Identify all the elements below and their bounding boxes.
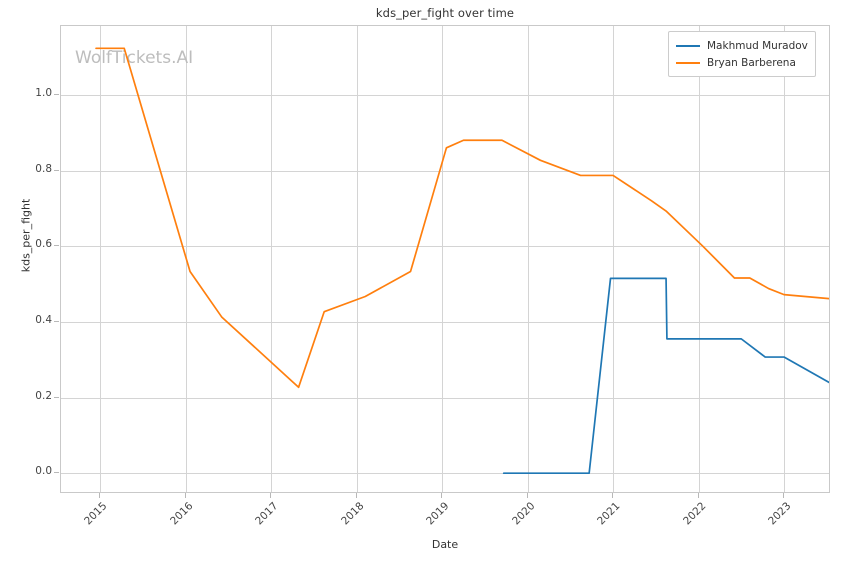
x-tick-mark — [527, 493, 528, 498]
x-tick-label: 2020 — [509, 500, 538, 528]
x-tick-mark — [356, 493, 357, 498]
gridline-vertical — [528, 26, 529, 492]
plot-area: WolfTickets.AI — [60, 25, 830, 493]
gridline-horizontal — [61, 95, 829, 96]
x-tick-mark — [612, 493, 613, 498]
x-tick-label: 2017 — [253, 500, 281, 528]
x-tick-label: 2016 — [167, 500, 196, 528]
y-tick-mark — [54, 245, 59, 246]
legend-label: Bryan Barberena — [707, 56, 796, 69]
legend[interactable]: Makhmud Muradov Bryan Barberena — [668, 31, 816, 77]
gridline-vertical — [271, 26, 272, 492]
x-tick-mark — [783, 493, 784, 498]
y-tick-label: 0.4 — [35, 313, 52, 326]
x-tick-label: 2019 — [424, 500, 452, 528]
x-tick-label: 2022 — [680, 500, 709, 528]
gridline-vertical — [442, 26, 443, 492]
y-tick-mark — [54, 94, 59, 95]
y-tick-mark — [54, 170, 59, 171]
legend-item[interactable]: Bryan Barberena — [676, 54, 808, 71]
x-tick-label: 2018 — [338, 500, 367, 528]
y-tick-label: 0.0 — [35, 465, 52, 478]
gridline-horizontal — [61, 473, 829, 474]
legend-item[interactable]: Makhmud Muradov — [676, 37, 808, 54]
gridline-horizontal — [61, 398, 829, 399]
x-axis-label: Date — [431, 538, 459, 551]
gridline-vertical — [357, 26, 358, 492]
x-tick-label: 2023 — [766, 500, 794, 528]
x-tick-mark — [185, 493, 186, 498]
x-tick-mark — [99, 493, 100, 498]
legend-color-swatch — [676, 61, 700, 64]
x-tick-mark — [270, 493, 271, 498]
gridline-vertical — [100, 26, 101, 492]
legend-color-swatch — [676, 44, 700, 47]
legend-label: Makhmud Muradov — [707, 39, 808, 52]
series-line — [502, 277, 829, 475]
series-line — [95, 47, 829, 389]
y-tick-label: 0.6 — [35, 238, 52, 251]
gridline-horizontal — [61, 322, 829, 323]
x-tick-mark — [698, 493, 699, 498]
gridline-vertical — [784, 26, 785, 492]
gridline-vertical — [613, 26, 614, 492]
y-tick-label: 1.0 — [35, 86, 52, 99]
y-tick-mark — [54, 397, 59, 398]
y-tick-mark — [54, 321, 59, 322]
gridline-horizontal — [61, 246, 829, 247]
x-tick-label: 2015 — [82, 500, 110, 528]
x-tick-label: 2021 — [595, 500, 623, 528]
y-tick-label: 0.8 — [35, 162, 52, 175]
y-tick-label: 0.2 — [35, 389, 52, 402]
gridline-vertical — [699, 26, 700, 492]
y-tick-mark — [54, 472, 59, 473]
y-axis-label: kds_per_fight — [19, 198, 33, 273]
series-lines — [95, 47, 829, 475]
x-tick-mark — [441, 493, 442, 498]
chart-title: kds_per_fight over time — [375, 6, 515, 20]
gridline-horizontal — [61, 171, 829, 172]
